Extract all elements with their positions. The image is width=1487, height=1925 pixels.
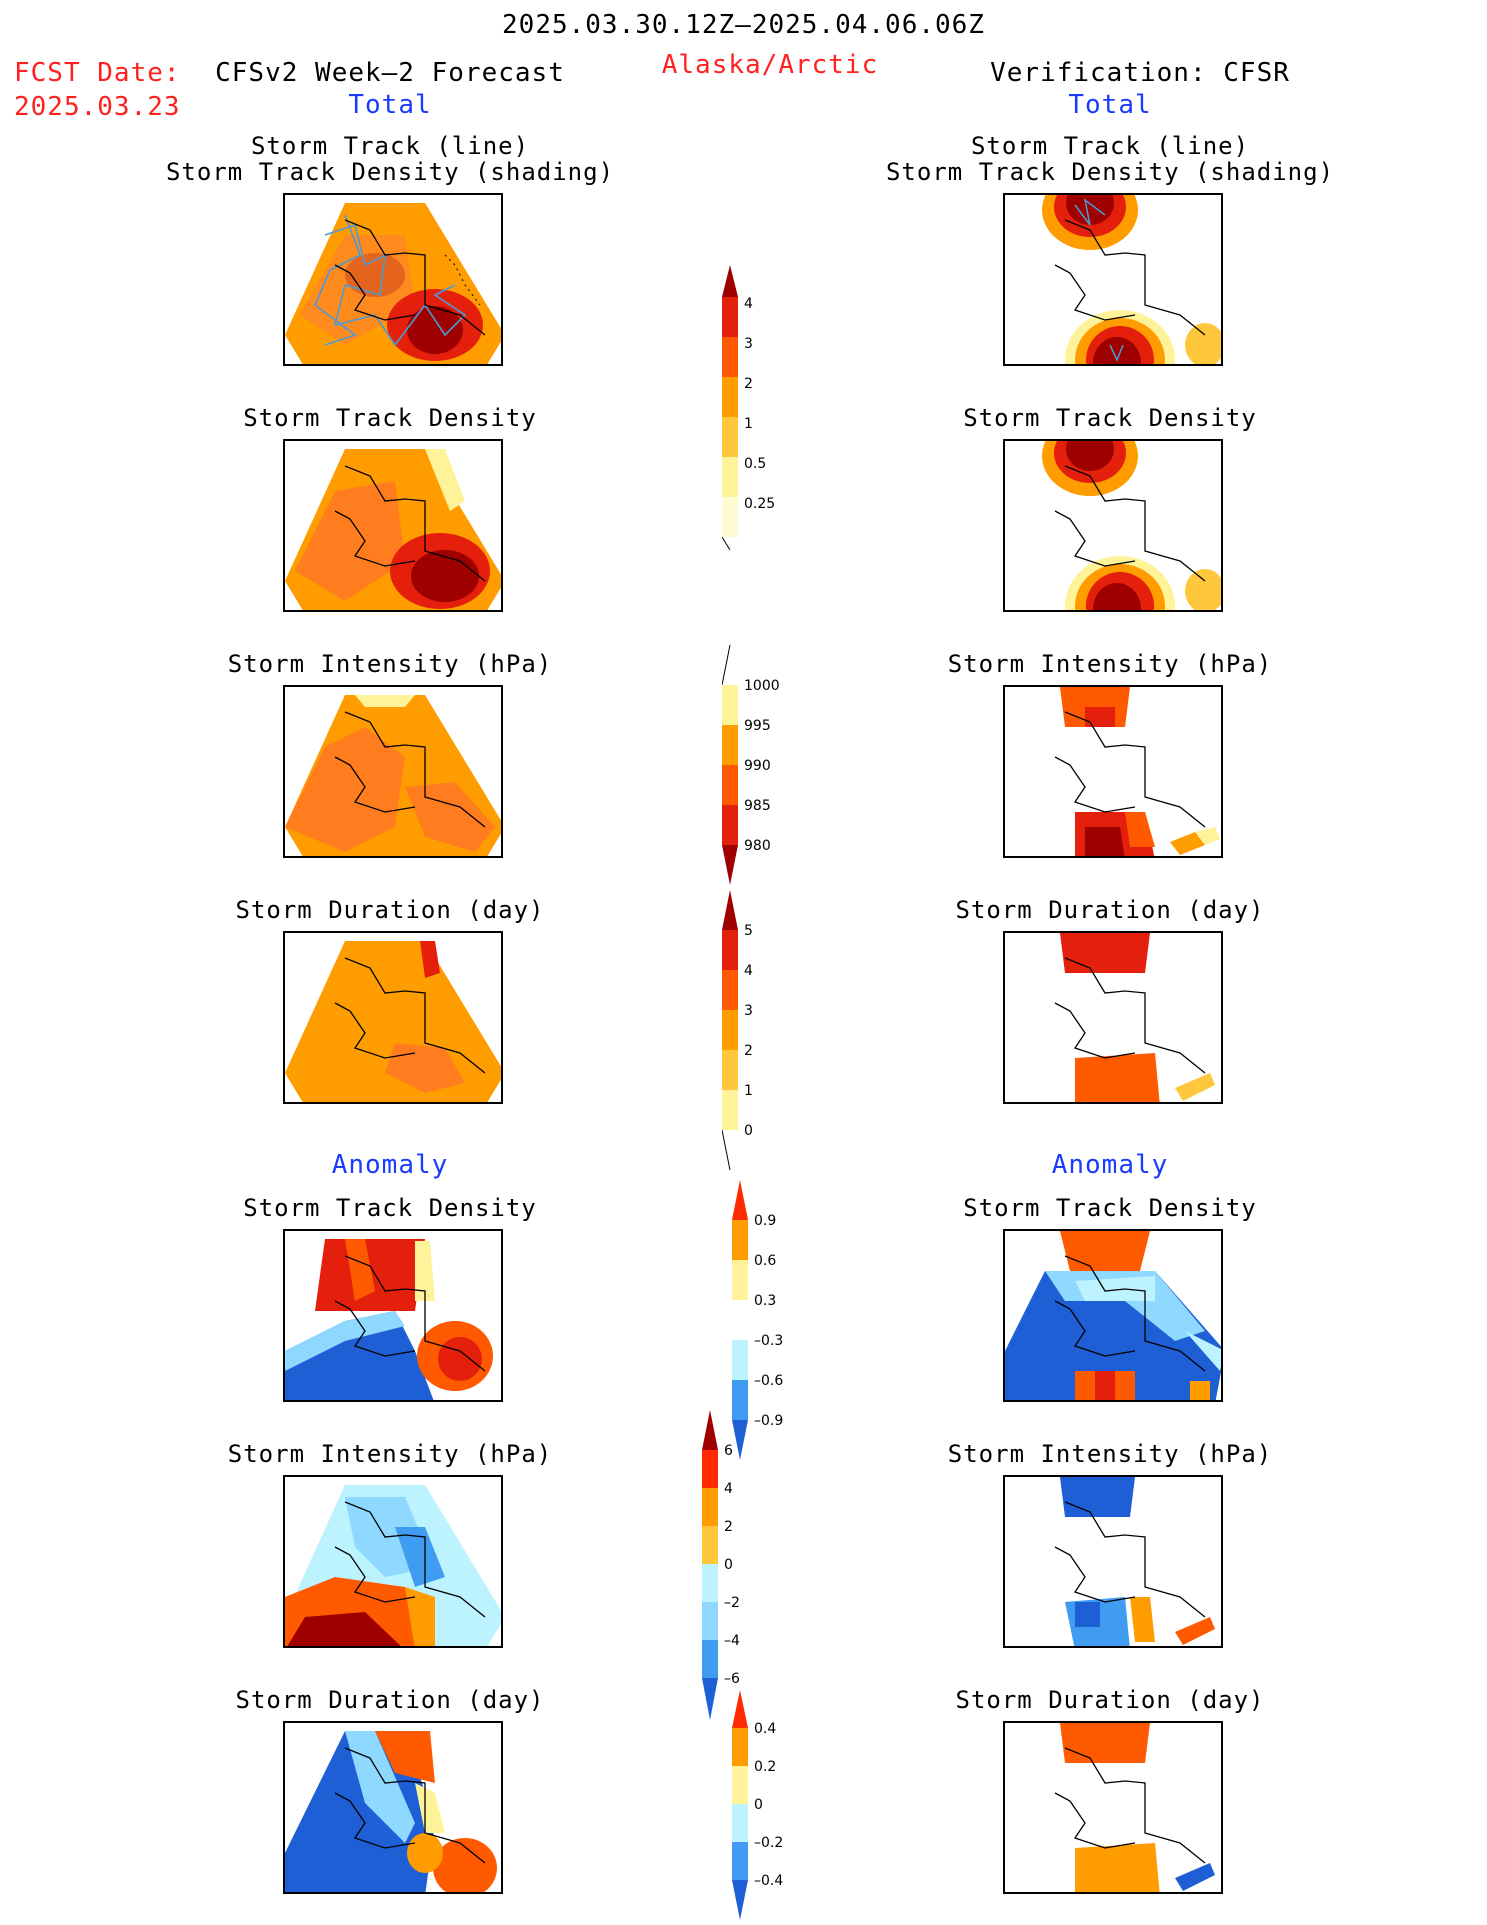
right-anom-intensity-title: Storm Intensity (hPa): [947, 1440, 1273, 1468]
fcst-date: 2025.03.23: [14, 92, 181, 122]
cbar-tick: 0: [724, 1557, 733, 1573]
map-fcst-anom-density: [283, 1229, 503, 1402]
right-track-line-title: Storm Track (line): [970, 132, 1250, 160]
cbar-tick: 995: [744, 718, 771, 734]
cbar-tick: 0.9: [754, 1213, 776, 1229]
cbar-tick: –4: [724, 1633, 740, 1649]
map-fcst-anom-intensity: [283, 1475, 503, 1648]
cbar-tick: –0.6: [754, 1373, 783, 1389]
map-fcst-density: [283, 439, 503, 612]
cbar-tick: 6: [724, 1443, 733, 1459]
left-track-shade-title: Storm Track Density (shading): [165, 158, 615, 186]
right-track-shade-title: Storm Track Density (shading): [885, 158, 1335, 186]
cbar-tick: 0.3: [754, 1293, 776, 1309]
cbar-tick: –0.2: [754, 1835, 783, 1851]
map-verif-anom-density: [1003, 1229, 1223, 1402]
right-intensity-title: Storm Intensity (hPa): [947, 650, 1273, 678]
cbar-tick: 985: [744, 798, 771, 814]
right-title: Verification: CFSR: [990, 58, 1290, 88]
map-fcst-intensity: [283, 685, 503, 858]
right-anomaly-label: Anomaly: [1051, 1150, 1169, 1180]
region-title: Alaska/Arctic: [661, 50, 879, 80]
left-density-title: Storm Track Density: [243, 404, 537, 432]
cbar-tick: 1: [744, 416, 753, 432]
colorbar-duration-anom: 0.4 0.2 0 –0.2 –0.4: [732, 1690, 832, 1924]
left-anom-duration-title: Storm Duration (day): [235, 1686, 545, 1714]
left-track-line-title: Storm Track (line): [250, 132, 530, 160]
map-verif-duration: [1003, 931, 1223, 1104]
cbar-tick: 1: [744, 1083, 753, 1099]
map-verif-anom-duration: [1003, 1721, 1223, 1894]
left-intensity-title: Storm Intensity (hPa): [227, 650, 553, 678]
left-total-label: Total: [348, 90, 432, 120]
cbar-tick: 3: [744, 1003, 753, 1019]
cbar-tick: –0.4: [754, 1873, 783, 1889]
colorbar-density-total: 4 3 2 1 0.5 0.25: [721, 265, 822, 554]
right-anom-density-title: Storm Track Density: [963, 1194, 1257, 1222]
cbar-tick: –6: [724, 1671, 740, 1687]
cbar-tick: 0.25: [744, 496, 775, 512]
right-anom-duration-title: Storm Duration (day): [955, 1686, 1265, 1714]
cbar-tick: 4: [744, 296, 753, 312]
cbar-tick: 4: [744, 963, 753, 979]
cbar-tick: 2: [724, 1519, 733, 1535]
cbar-tick: 1000: [744, 678, 780, 694]
map-verif-anom-intensity: [1003, 1475, 1223, 1648]
left-anom-density-title: Storm Track Density: [243, 1194, 537, 1222]
cbar-tick: –0.3: [754, 1333, 783, 1349]
map-verif-density: [1003, 439, 1223, 612]
right-duration-title: Storm Duration (day): [955, 896, 1265, 924]
cbar-tick: 980: [744, 838, 771, 854]
cbar-tick: 2: [744, 376, 753, 392]
cbar-tick: 0.6: [754, 1253, 776, 1269]
map-verif-intensity: [1003, 685, 1223, 858]
cbar-tick: –0.9: [754, 1413, 783, 1429]
cbar-tick: 3: [744, 336, 753, 352]
cbar-tick: 990: [744, 758, 771, 774]
cbar-tick: 0.5: [744, 456, 766, 472]
colorbar-intensity-total: 1000 995 990 985 980: [721, 644, 822, 889]
cbar-tick: 0.4: [754, 1721, 776, 1737]
colorbar-duration-total: 5 4 3 2 1 0: [721, 890, 822, 1174]
map-verif-track: [1003, 193, 1223, 366]
cbar-tick: –2: [724, 1595, 740, 1611]
cbar-tick: 0.2: [754, 1759, 776, 1775]
left-title: CFSv2 Week–2 Forecast: [215, 58, 565, 88]
left-anom-intensity-title: Storm Intensity (hPa): [227, 1440, 553, 1468]
right-density-title: Storm Track Density: [963, 404, 1257, 432]
colorbar-density-anom: 0.9 0.6 0.3 –0.3 –0.6 –0.9: [732, 1180, 832, 1464]
left-anomaly-label: Anomaly: [331, 1150, 449, 1180]
cbar-tick: 2: [744, 1043, 753, 1059]
left-duration-title: Storm Duration (day): [235, 896, 545, 924]
map-fcst-anom-duration: [283, 1721, 503, 1894]
cbar-tick: 0: [754, 1797, 763, 1813]
fcst-label: FCST Date:: [14, 58, 181, 88]
right-total-label: Total: [1068, 90, 1152, 120]
colorbar-intensity-anom: 6 4 2 0 –2 –4 –6: [702, 1410, 802, 1724]
map-fcst-track: [283, 193, 503, 366]
period-title: 2025.03.30.12Z–2025.04.06.06Z: [502, 10, 985, 40]
cbar-tick: 4: [724, 1481, 733, 1497]
cbar-tick: 5: [744, 923, 753, 939]
map-fcst-duration: [283, 931, 503, 1104]
cbar-tick: 0: [744, 1123, 753, 1139]
